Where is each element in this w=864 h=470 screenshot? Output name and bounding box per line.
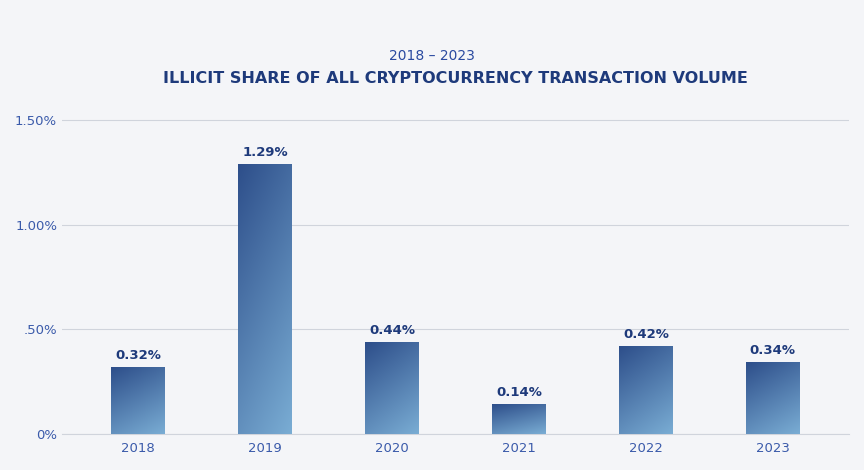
Title: ILLICIT SHARE OF ALL CRYPTOCURRENCY TRANSACTION VOLUME: ILLICIT SHARE OF ALL CRYPTOCURRENCY TRAN… — [163, 71, 748, 86]
Text: 0.14%: 0.14% — [496, 386, 542, 399]
Text: 0.34%: 0.34% — [750, 345, 796, 357]
Text: 2018 – 2023: 2018 – 2023 — [389, 49, 475, 63]
Text: 0.32%: 0.32% — [115, 349, 161, 361]
Text: 1.29%: 1.29% — [242, 146, 288, 159]
Text: 0.42%: 0.42% — [623, 328, 669, 341]
Text: 0.44%: 0.44% — [369, 323, 415, 337]
